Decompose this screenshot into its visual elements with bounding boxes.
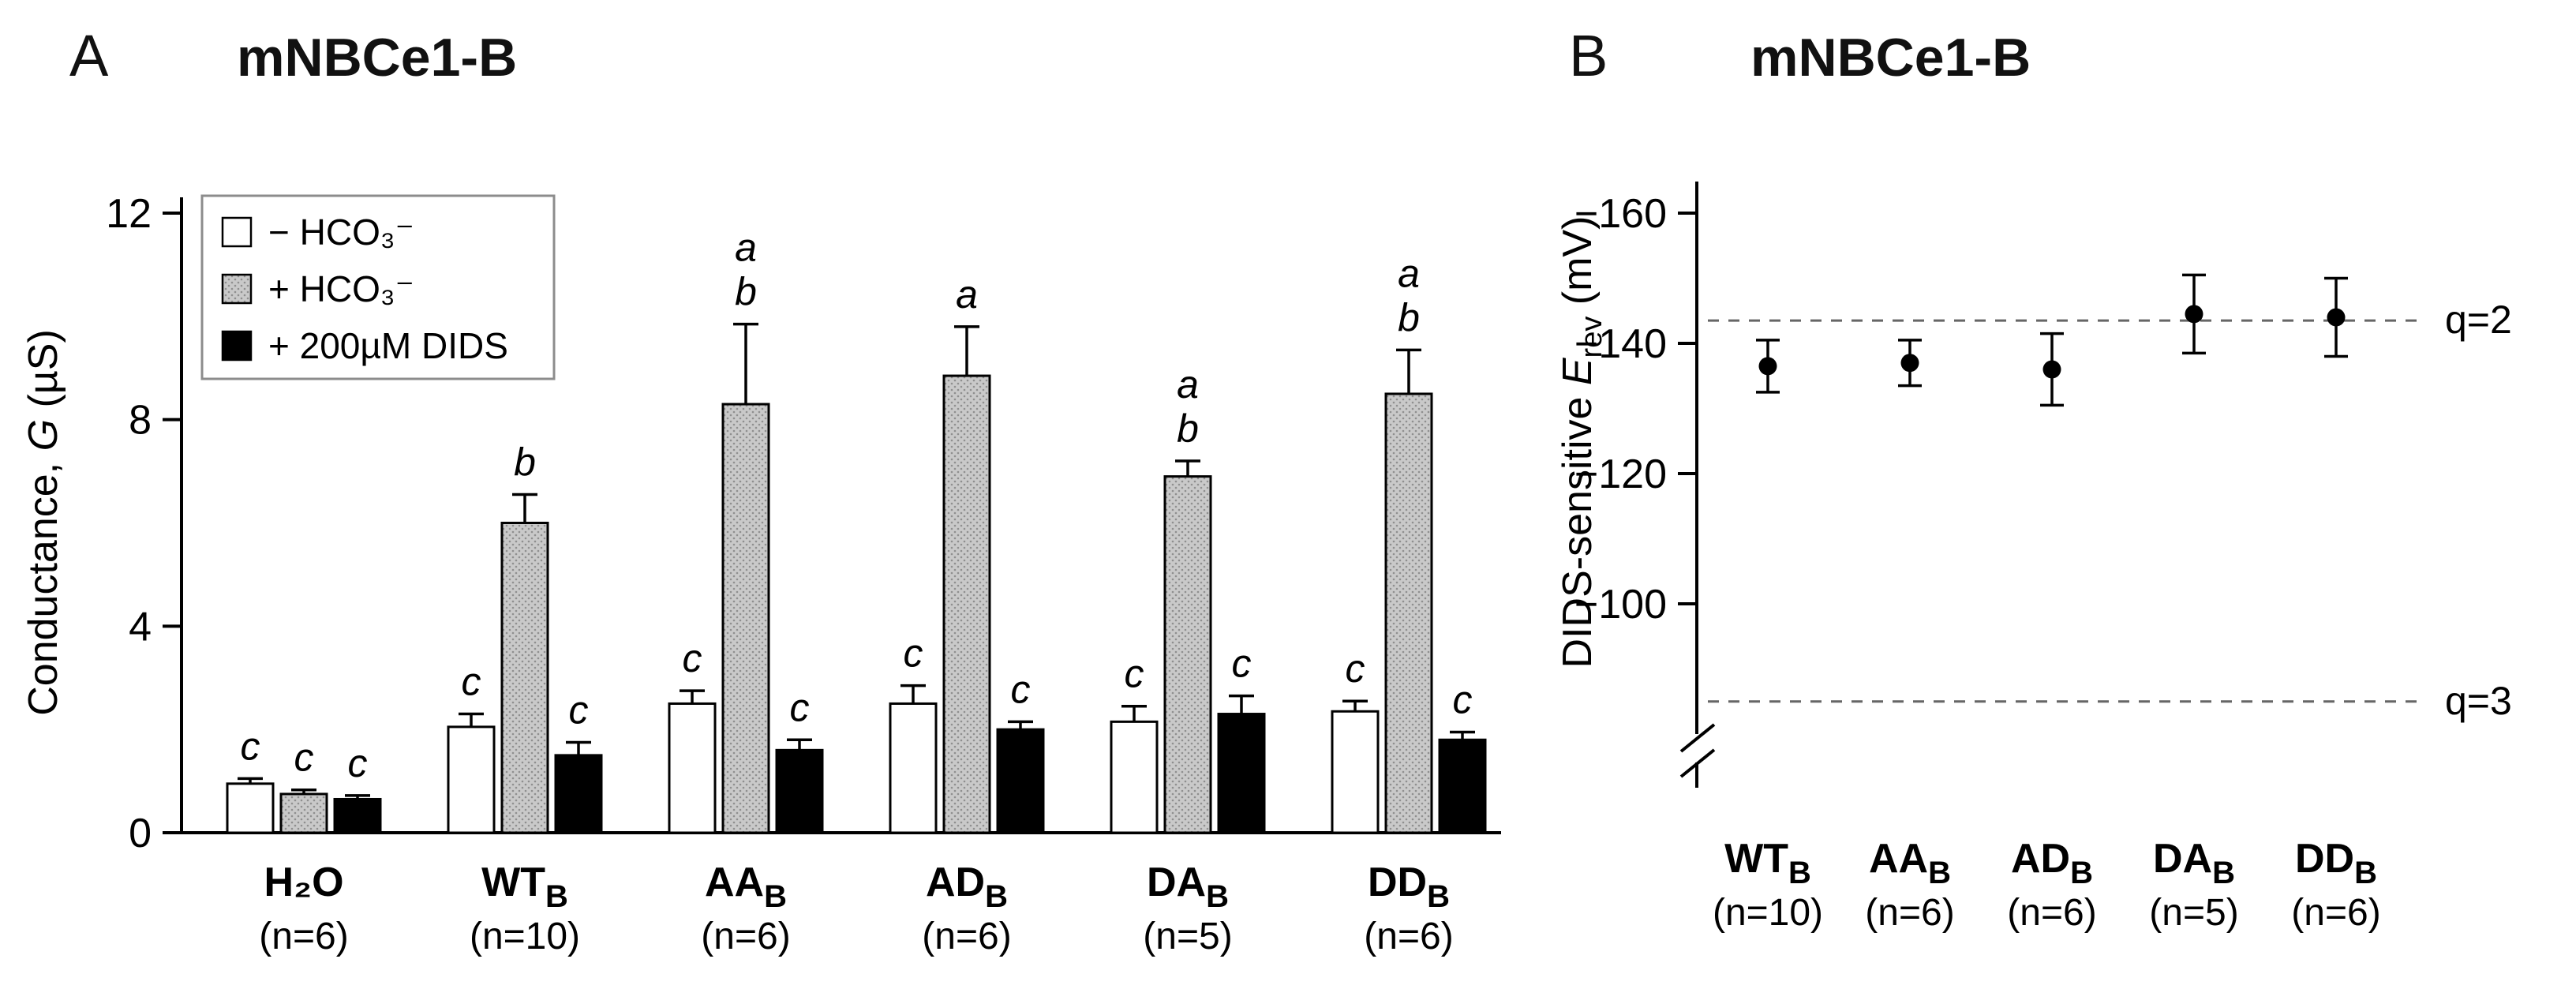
y-tick-label: 12 bbox=[106, 191, 152, 237]
x-category-label: ADB bbox=[2011, 836, 2093, 890]
bar bbox=[721, 403, 770, 834]
legend-swatch bbox=[221, 216, 253, 248]
legend-swatch bbox=[221, 273, 253, 305]
bar bbox=[889, 702, 938, 834]
legend-swatch bbox=[221, 330, 253, 362]
axis-break-slash bbox=[1679, 723, 1716, 753]
bar bbox=[333, 797, 382, 834]
sig-letter: c bbox=[1453, 677, 1473, 721]
x-category-n: (n=6) bbox=[2007, 892, 2096, 934]
bar bbox=[775, 748, 824, 834]
sig-letter: a bbox=[956, 272, 978, 317]
x-category-label: DDB bbox=[2295, 836, 2377, 890]
y-tick-label: 0 bbox=[129, 811, 152, 856]
sig-letter: c bbox=[294, 736, 314, 780]
x-category-label: DDB bbox=[1368, 860, 1450, 914]
y-axis-label: DIDS-sensitive Erev (mV) bbox=[1555, 216, 1608, 669]
panel-b-title: mNBCe1-B bbox=[1750, 28, 2031, 88]
x-category-n: (n=6) bbox=[259, 916, 348, 957]
sig-letter: b bbox=[735, 270, 757, 314]
reference-line-label: q=3 bbox=[2445, 679, 2512, 723]
axis-break-slash bbox=[1679, 748, 1716, 778]
x-category-label: WTB bbox=[481, 860, 568, 914]
sig-letter: c bbox=[462, 660, 481, 704]
y-axis-label: Conductance, G (µS) bbox=[21, 329, 66, 716]
sig-letter: a bbox=[1177, 362, 1199, 406]
bar bbox=[226, 782, 275, 834]
x-category-n: (n=6) bbox=[922, 916, 1011, 957]
reference-line-label: q=2 bbox=[2445, 298, 2512, 342]
x-category-label: DAB bbox=[1147, 860, 1229, 914]
scatter-point bbox=[2185, 305, 2203, 324]
x-category-n: (n=6) bbox=[2291, 892, 2380, 934]
legend-label: + HCO₃⁻ bbox=[268, 268, 414, 309]
x-category-n: (n=5) bbox=[1143, 916, 1232, 957]
bar bbox=[1217, 713, 1266, 834]
sig-letter: c bbox=[904, 631, 923, 676]
x-category-n: (n=6) bbox=[1865, 892, 1954, 934]
sig-letter: a bbox=[735, 226, 757, 270]
panel-a-letter: A bbox=[69, 23, 109, 88]
sig-letter: c bbox=[790, 685, 810, 729]
bar bbox=[1438, 738, 1487, 834]
sig-letter: b bbox=[514, 440, 536, 485]
legend-label: + 200µM DIDS bbox=[268, 325, 508, 366]
sig-letter: c bbox=[1346, 646, 1365, 691]
x-category-n: (n=10) bbox=[1713, 892, 1823, 934]
y-tick-label: 8 bbox=[129, 398, 152, 444]
y-tick-label: −120 bbox=[1574, 451, 1667, 497]
x-category-label: AAB bbox=[705, 860, 787, 914]
y-tick-label: 4 bbox=[129, 604, 152, 650]
sig-letter: c bbox=[241, 724, 260, 768]
y-tick-label: −100 bbox=[1574, 582, 1667, 627]
bar bbox=[1163, 475, 1212, 834]
legend-box bbox=[200, 194, 556, 380]
bar bbox=[1331, 710, 1380, 834]
y-tick-label: −160 bbox=[1574, 191, 1667, 237]
bar bbox=[279, 792, 328, 834]
sig-letter: c bbox=[348, 741, 368, 785]
y-tick-label: −140 bbox=[1574, 321, 1667, 367]
bar bbox=[500, 522, 549, 834]
x-category-label: ADB bbox=[926, 860, 1008, 914]
x-category-label: AAB bbox=[1869, 836, 1951, 890]
x-category-label: WTB bbox=[1724, 836, 1811, 890]
bar bbox=[447, 725, 496, 834]
x-category-n: (n=6) bbox=[1364, 916, 1453, 957]
x-category-label: H₂O bbox=[264, 860, 343, 905]
x-category-n: (n=5) bbox=[2149, 892, 2238, 934]
bar bbox=[668, 702, 717, 834]
scatter-point bbox=[1900, 354, 1919, 373]
bar bbox=[996, 728, 1045, 834]
sig-letter: c bbox=[683, 636, 702, 680]
panel-b-letter: B bbox=[1569, 23, 1608, 88]
bar bbox=[942, 374, 991, 834]
scatter-point bbox=[1758, 357, 1777, 376]
bar bbox=[1110, 720, 1159, 834]
sig-letter: c bbox=[1232, 642, 1252, 686]
x-category-n: (n=10) bbox=[470, 916, 580, 957]
sig-letter: c bbox=[1011, 667, 1031, 711]
sig-letter: b bbox=[1177, 406, 1199, 451]
x-category-n: (n=6) bbox=[701, 916, 790, 957]
sig-letter: a bbox=[1398, 251, 1420, 295]
bar bbox=[554, 754, 603, 834]
legend-label: − HCO₃⁻ bbox=[268, 212, 414, 253]
scatter-point bbox=[2042, 360, 2061, 379]
sig-letter: c bbox=[569, 688, 589, 732]
scatter-point bbox=[2327, 308, 2346, 327]
bar bbox=[1384, 392, 1433, 834]
x-category-label: DAB bbox=[2153, 836, 2235, 890]
sig-letter: c bbox=[1125, 652, 1144, 696]
sig-letter: b bbox=[1398, 295, 1420, 339]
panel-a-title: mNBCe1-B bbox=[237, 28, 518, 88]
